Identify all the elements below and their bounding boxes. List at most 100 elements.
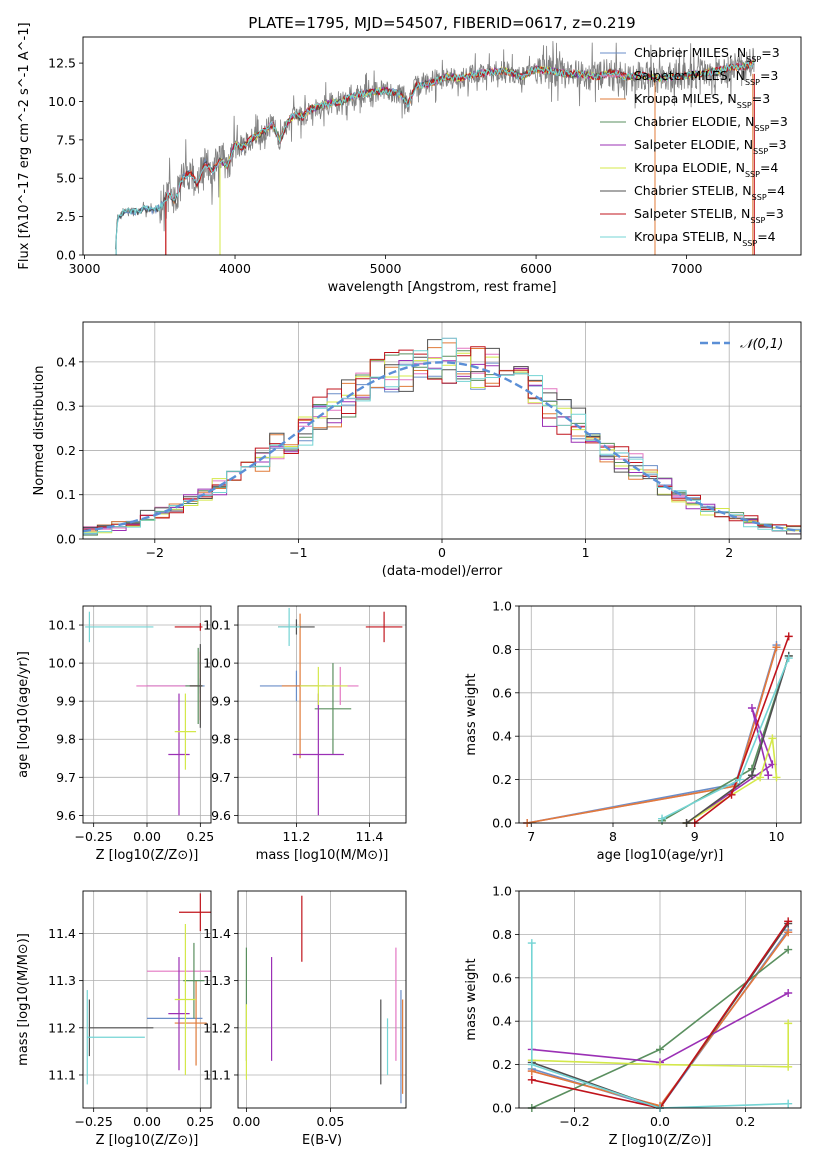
x-tick-label: 0.05 [316,1114,344,1129]
y-axis-label: Flux [fλ10^-17 erg cm^-2 s^-1 A^-1] [17,22,32,269]
x-tick-label: 0 [438,545,446,560]
errorbar-point [88,999,154,1057]
x-tick-label: 4000 [219,261,251,276]
y-tick-label: 0.3 [56,399,76,414]
errorbar-point [168,957,190,1071]
x-tick-label: 2 [725,545,733,560]
mass-vs-Z-plot-area [86,893,211,1085]
y-tick-label: 0.6 [492,970,512,985]
y-tick-label: 9.8 [211,732,231,747]
weight-point-marker [772,773,781,782]
weight-point-marker [527,939,536,948]
y-tick-label: 0.6 [492,685,512,700]
weight-point-marker [772,643,781,652]
y-tick-label: 11.2 [48,1020,76,1035]
x-tick-label: 6000 [520,261,552,276]
y-tick-label: 0.0 [492,816,512,831]
x-tick-label: 10 [769,829,785,844]
x-axis-label: wavelength [Angstrom, rest frame] [328,280,557,295]
age-vs-Z-chart: −0.25 0.00 0.25 9.6 9.7 9.8 9.9 10.0 10.1 Z [log1… [16,605,214,863]
y-tick-label: 9.6 [56,808,76,823]
model-line [165,59,754,255]
x-tick-label: −0.25 [75,829,113,844]
legend-label: Chabrier ELODIE, NSSP=3 [634,114,788,133]
errorbar-point [278,607,301,646]
errorbar-point [168,693,190,816]
y-tick-label: 11.4 [48,926,76,941]
axes-frame [518,605,802,824]
weight-point-marker [527,1075,536,1084]
legend-label: Salpeter MILES, NSSP=3 [634,68,778,87]
y-tick-label: 1.0 [492,884,512,899]
weight-vs-age-chart: 7 8 9 10 0.0 0.2 0.4 0.6 0.8 1.0 age [log10(age/yr… [464,599,802,863]
y-axis-label: mass [log10(M/M⊙)] [16,933,31,1066]
y-tick-label: 0.4 [56,354,76,369]
weight-vs-Z-chart: −0.2 0.0 0.2 0.0 0.2 0.4 0.6 0.8 1.0 Z [log10(Z/Z… [464,884,802,1148]
errorbar-point [183,942,205,1019]
y-tick-label: 9.7 [56,770,76,785]
y-tick-label: 5.0 [56,171,76,186]
x-tick-label: 5000 [370,261,402,276]
y-tick-label: 9.9 [211,694,231,709]
y-tick-label: 0.0 [56,532,76,547]
x-axis-label: E(B-V) [302,1133,342,1148]
age-vs-mass-chart: 11.2 11.4 9.6 9.7 9.8 9.9 10.0 10.1 mass [log10(… [203,605,407,863]
x-axis-label: age [log10(age/yr)] [597,848,724,863]
y-tick-label: 10.0 [48,94,76,109]
errorbar-point [365,611,403,643]
x-tick-label: 1 [582,545,590,560]
x-axis-label: Z [log10(Z/Z⊙)] [609,1133,712,1148]
legend-label: Kroupa ELODIE, NSSP=4 [634,160,778,179]
legend-label: Chabrier STELIB, NSSP=4 [634,183,785,202]
weight-point-marker [756,773,765,782]
y-tick-label: 0.2 [492,1057,512,1072]
weight-point-marker [784,917,793,926]
axes-frame [82,321,802,540]
y-tick-label: 0.1 [56,487,76,502]
legend-label: Chabrier MILES, NSSP=3 [634,45,780,64]
legend-label: 𝒩(0,1) [740,337,783,352]
axes-frame [237,605,407,824]
x-tick-label: 9 [691,829,699,844]
y-tick-label: 9.6 [211,808,231,823]
weight-point-marker [735,775,744,784]
y-tick-label: 0.0 [56,248,76,263]
x-tick-label: 0.00 [133,829,161,844]
x-tick-label: −1 [289,545,307,560]
y-tick-label: 0.4 [492,729,512,744]
observed-spectrum-line [115,41,755,250]
weight-point-marker [784,1099,793,1108]
weight-point-marker [727,790,736,799]
y-tick-label: 0.2 [492,772,512,787]
x-axis-label: mass [log10(M/M⊙)] [256,848,389,863]
mass-vs-Z-chart: −0.25 0.00 0.25 11.1 11.2 11.3 11.4 Z [log10(Z/… [16,890,214,1148]
weight-point-marker [747,703,756,712]
weight-point-marker [784,1062,793,1071]
x-axis-label: (data-model)/error [382,564,503,579]
y-tick-label: 0.0 [492,1101,512,1116]
x-tick-label: 0.25 [186,829,214,844]
weight-point-marker [747,771,756,780]
legend-label: Salpeter STELIB, NSSP=3 [634,206,784,225]
x-tick-label: −0.2 [559,1114,589,1129]
weight-vs-age-plot-area [523,632,793,827]
mass-vs-ebv-plot-area [245,895,404,1104]
age-vs-Z-plot-area [85,611,205,816]
errorbar-point [189,644,203,728]
axes-frame [518,890,802,1109]
y-axis-label: mass weight [464,958,479,1040]
errorbar-point [292,693,344,816]
weight-point-marker [658,814,667,823]
weight-point-marker [784,928,793,937]
spectrum-plot-area [115,41,755,255]
spectrum-chart: 3000 4000 5000 6000 7000 0.0 2.5 5.0 7.5 10.0 12.5… [17,14,802,295]
y-axis-label: Normed distribution [32,366,47,496]
x-tick-label: 7000 [671,261,703,276]
x-tick-label: 0.25 [186,1114,214,1129]
y-tick-label: 9.7 [211,770,231,785]
normal-curve-line [83,361,801,533]
weight-series-line [531,1023,790,1068]
residuals-legend: 𝒩(0,1) [700,337,783,352]
y-tick-label: 10.1 [48,618,76,633]
